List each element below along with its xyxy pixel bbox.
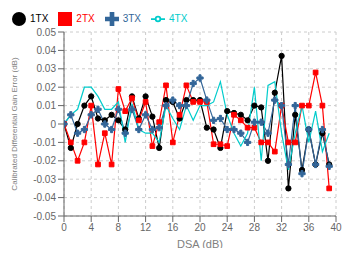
svg-text:32: 32 xyxy=(276,222,288,233)
svg-text:-0.03: -0.03 xyxy=(33,174,56,185)
html-text:1TX: 1TX xyxy=(30,12,49,24)
svg-text:0.01: 0.01 xyxy=(37,100,57,111)
html-text:3TX: 3TX xyxy=(122,12,141,24)
svg-text:20: 20 xyxy=(194,222,206,233)
html-text:2TX: 2TX xyxy=(76,12,95,24)
svg-text:16: 16 xyxy=(167,222,179,233)
svg-text:0.05: 0.05 xyxy=(37,27,57,38)
svg-text:24: 24 xyxy=(222,222,234,233)
svg-text:40: 40 xyxy=(330,222,342,233)
svg-text:0: 0 xyxy=(61,222,67,233)
svg-text:4: 4 xyxy=(88,222,94,233)
svg-text:-0.04: -0.04 xyxy=(33,192,56,203)
svg-text:0.02: 0.02 xyxy=(37,82,57,93)
svg-text:8: 8 xyxy=(116,222,122,233)
svg-text:0.03: 0.03 xyxy=(37,63,57,74)
svg-text:-0.05: -0.05 xyxy=(33,211,56,222)
html-text:4TX: 4TX xyxy=(169,12,188,24)
svg-text:12: 12 xyxy=(140,222,152,233)
svg-text:-0.01: -0.01 xyxy=(33,137,56,148)
svg-text:28: 28 xyxy=(249,222,261,233)
svg-text:36: 36 xyxy=(303,222,315,233)
svg-text:0.04: 0.04 xyxy=(37,45,57,56)
svg-text:-0.02: -0.02 xyxy=(33,155,56,166)
svg-text:DSA (dB): DSA (dB) xyxy=(177,238,223,248)
svg-text:Calibrated Differential Gain E: Calibrated Differential Gain Error (dB) xyxy=(10,57,19,191)
svg-text:0: 0 xyxy=(50,119,56,130)
